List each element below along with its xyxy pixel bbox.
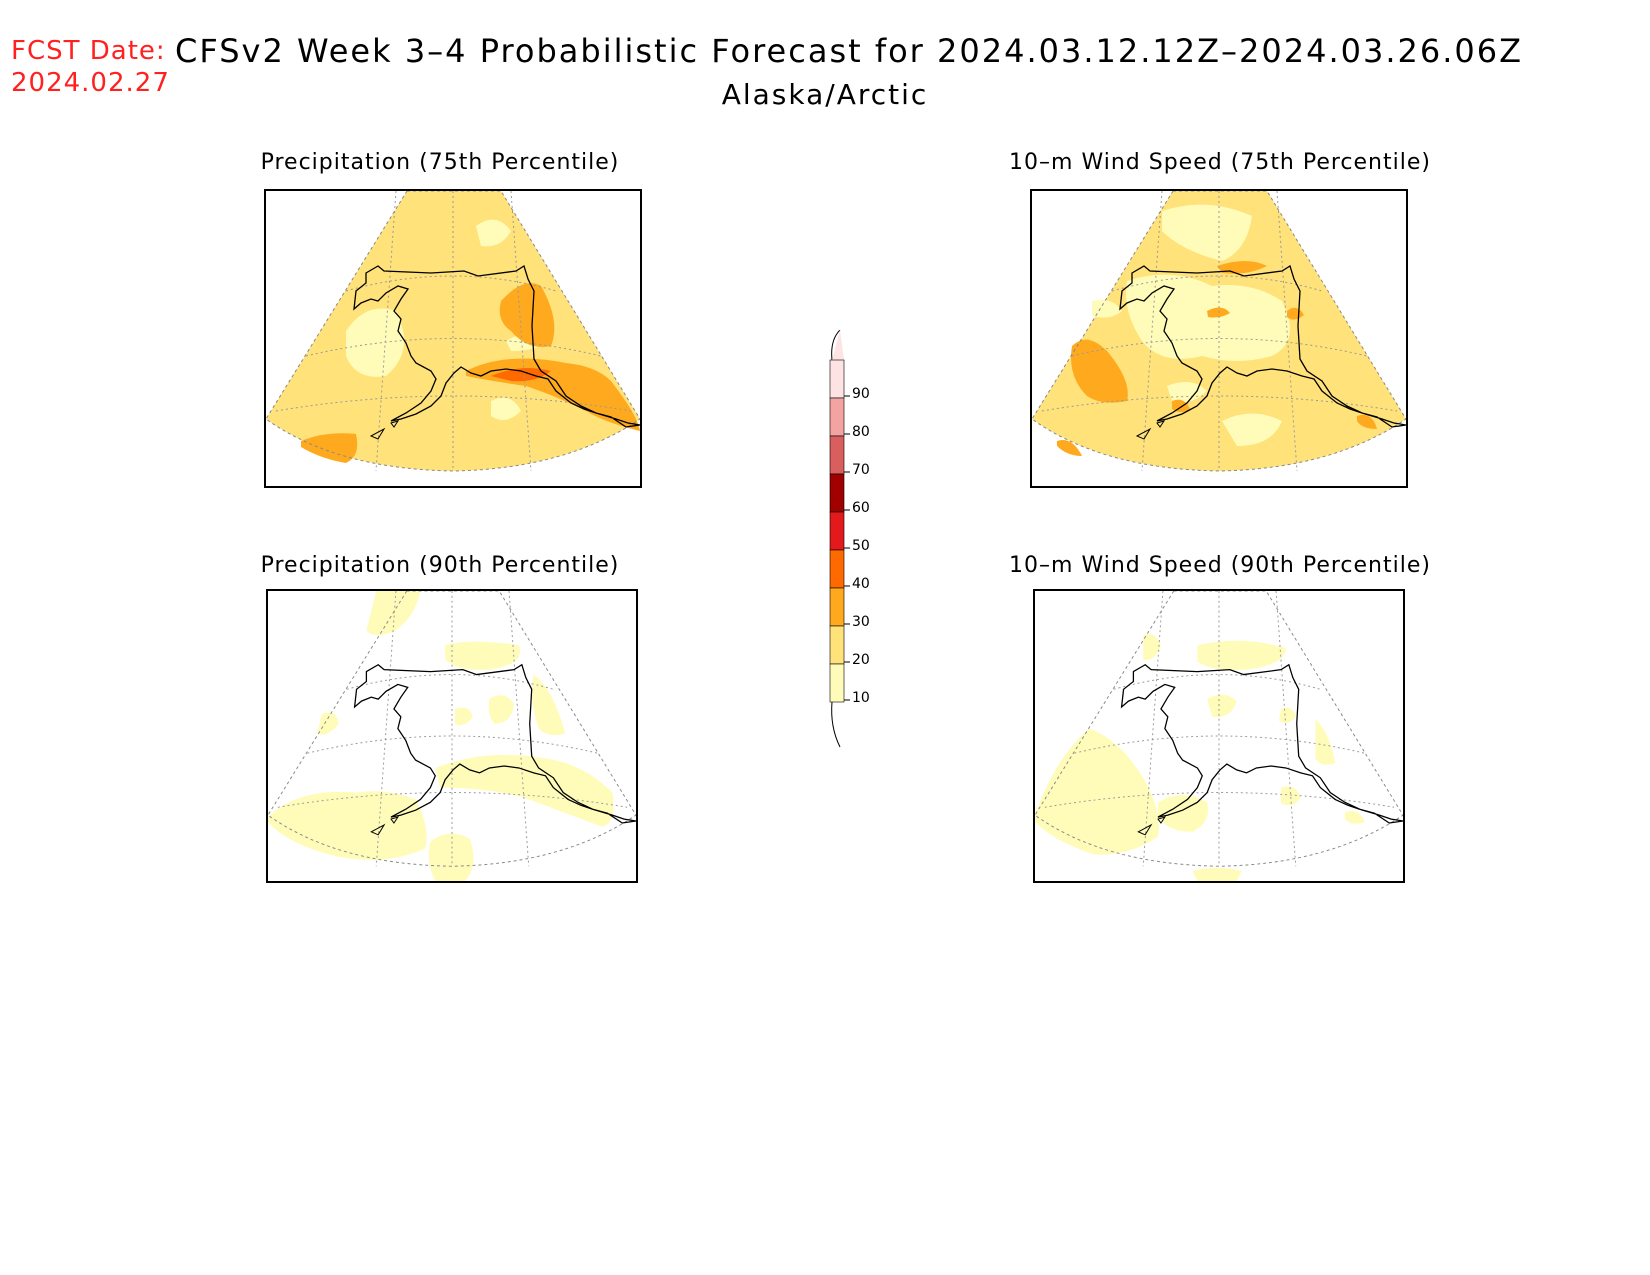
colorbar-label-20: 20	[852, 652, 870, 668]
wind75-prob-area	[1357, 414, 1377, 429]
fcst-date-label: FCST Date:	[11, 36, 166, 66]
colorbar-segment-90	[829, 359, 845, 399]
wind75-prob-area	[1126, 274, 1290, 361]
colorbar-top-triangle	[832, 330, 844, 360]
fcst-date-value: 2024.02.27	[11, 68, 170, 98]
precip75-prob-area	[491, 397, 521, 420]
colorbar-label-90: 90	[852, 386, 870, 402]
precip75-prob-area	[346, 308, 404, 377]
precip75-islands	[369, 420, 400, 440]
wind75-graticule	[1141, 191, 1163, 472]
wind90-prob-area	[1192, 867, 1242, 881]
wind90-map	[1035, 591, 1403, 881]
colorbar-label-80: 80	[852, 424, 870, 440]
precip75-map	[266, 191, 640, 472]
wind90-islands	[1137, 816, 1167, 836]
panel-title-wind90: 10–m Wind Speed (90th Percentile)	[1009, 553, 1431, 578]
colorbar-segment-80	[829, 397, 845, 437]
wind90-graticule	[1275, 591, 1297, 867]
colorbar-segment-20	[829, 625, 845, 665]
wind75-map	[1032, 191, 1406, 472]
panel-title-wind75: 10–m Wind Speed (75th Percentile)	[1009, 150, 1431, 175]
wind90-prob-area	[1197, 640, 1286, 670]
precip75-prob-area	[491, 367, 551, 382]
wind90-prob-area	[1157, 794, 1209, 832]
precip75-prob-area	[499, 283, 555, 347]
page-title: CFSv2 Week 3–4 Probabilistic Forecast fo…	[175, 32, 1524, 70]
precip90-prob-area	[445, 641, 521, 670]
colorbar-segment-10	[829, 663, 845, 703]
wind90-prob-area	[1280, 786, 1301, 806]
colorbar-label-40: 40	[852, 576, 870, 592]
precip90-prob-area	[268, 791, 427, 860]
colorbar-segment-40	[829, 549, 845, 589]
precip90-islands	[370, 816, 400, 836]
wind75-coastline	[1119, 265, 1406, 428]
precip90-graticule	[375, 591, 397, 867]
wind75-prob-area	[1162, 204, 1252, 261]
map-panel-precip75	[264, 189, 642, 488]
panel-title-precip75: Precipitation (75th Percentile)	[260, 150, 620, 175]
wind90-prob-area	[1143, 634, 1161, 661]
wind90-graticule	[1142, 591, 1164, 867]
wind75-prob-area	[1092, 299, 1122, 318]
wind90-prob-area	[1315, 718, 1336, 765]
wind75-prob-area	[1222, 413, 1282, 446]
precip90-map	[268, 591, 636, 881]
colorbar-segment-30	[829, 587, 845, 627]
wind75-graticule	[1276, 191, 1298, 472]
wind90-prob-area	[1344, 810, 1365, 824]
colorbar-bottom-tip	[831, 701, 841, 748]
precip90-graticule	[508, 591, 530, 867]
colorbar-segment-70	[829, 435, 845, 475]
wind90-prob-area	[1035, 728, 1159, 855]
map-panel-precip90	[266, 589, 638, 883]
colorbar-label-60: 60	[852, 500, 870, 516]
precip90-prob-area	[488, 695, 514, 724]
wind75-prob-area	[1287, 307, 1304, 320]
probability-colorbar	[829, 330, 850, 748]
precip90-coastline	[353, 663, 636, 824]
precip75-coastline	[353, 265, 640, 428]
map-panel-wind90	[1033, 589, 1405, 883]
precip75-graticule	[375, 191, 397, 472]
region-subtitle: Alaska/Arctic	[721, 78, 929, 111]
wind90-coastline	[1120, 663, 1403, 824]
precip90-prob-area	[532, 674, 566, 736]
map-panel-wind75	[1030, 189, 1408, 488]
panel-title-precip90: Precipitation (90th Percentile)	[260, 553, 620, 578]
colorbar-top-tip	[831, 330, 841, 361]
colorbar-label-10: 10	[852, 690, 870, 706]
colorbar-label-70: 70	[852, 462, 870, 478]
wind75-islands	[1135, 420, 1166, 440]
precip75-graticule	[510, 191, 532, 472]
precip90-prob-area	[454, 707, 473, 726]
wind90-prob-area	[1207, 694, 1237, 718]
wind75-prob-area	[1071, 339, 1128, 403]
wind90-prob-area	[1279, 707, 1296, 723]
wind75-prob-area	[1057, 440, 1082, 456]
wind75-prob-area	[1172, 399, 1190, 412]
precip90-prob-area	[317, 712, 339, 735]
colorbar-label-30: 30	[852, 614, 870, 630]
precip75-prob-area	[476, 219, 511, 247]
precip90-prob-area	[428, 833, 474, 881]
colorbar-label-50: 50	[852, 538, 870, 554]
colorbar-segment-60	[829, 473, 845, 513]
colorbar-segment-50	[829, 511, 845, 551]
